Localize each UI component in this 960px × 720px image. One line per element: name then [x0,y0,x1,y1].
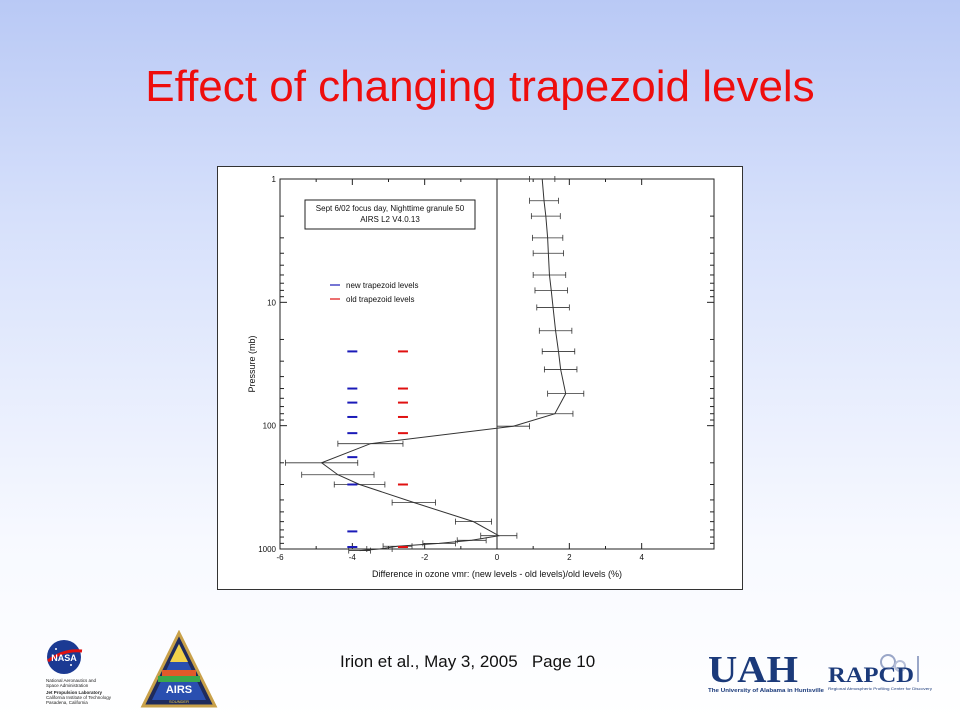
nasa-text-1: National Aeronautics and [46,678,97,683]
y-axis-label: Pressure (mb) [247,335,257,392]
x-tick-label: -4 [349,553,357,562]
x-tick-label: 4 [639,553,644,562]
y-tick-label: 1 [272,175,277,184]
ozone-difference-chart: -6 -4 -2 0 2 4 1 10 100 1000 Sept 6/02 focus day,… [247,175,715,579]
uah-logo-text: UAH [708,649,798,691]
legend-label-new: new trapezoid levels [346,281,418,290]
slide-title: Effect of changing trapezoid levels [145,62,815,111]
tick-layer: -6 -4 -2 0 2 4 1 10 100 1000 [258,175,714,562]
uah-logo-subtext: The University of Alabama in Huntsville [708,688,824,694]
x-tick-label: 0 [495,553,500,562]
annotation-frame [304,199,476,230]
nasa-text-2: Space Administration [46,683,89,688]
airs-logo-subtext: SOUNDER [169,699,189,704]
legend: new trapezoid levels old trapezoid level… [330,281,418,304]
airs-logo-text: AIRS [166,684,192,696]
footer-citation: Irion et al., May 3, 2005 Page 10 [340,652,596,671]
y-tick-label: 10 [267,298,276,307]
nasa-text-3: Jet Propulsion Laboratory [46,690,103,695]
nasa-text-4: California Institute of Technology [46,695,112,700]
nasa-meatball-icon: NASA National Aeronautics and Space Admi… [46,640,112,705]
nasa-jpl-logo: NASA National Aeronautics and Space Admi… [44,637,124,707]
annotation-line-1: Sept 6/02 focus day, Nighttime granule 5… [316,204,465,213]
airs-triangle-icon: AIRS SOUNDER [140,629,218,708]
legend-label-old: old trapezoid levels [346,295,414,304]
chart-panel: -6 -4 -2 0 2 4 1 10 100 1000 Sept 6/02 focus day,… [217,166,743,590]
profile-line [320,178,567,552]
annotation-box: Sept 6/02 focus day, Nighttime granule 5… [304,199,476,230]
y-tick-label: 1000 [258,545,276,554]
x-tick-label: -6 [276,553,284,562]
rapcd-logo: RAPCD Regional Atmospheric Profiling Cen… [826,652,936,694]
rapcd-logo-text: RAPCD [828,662,914,687]
y-tick-label: 100 [263,422,277,431]
uah-logo: UAH The University of Alabama in Huntsvi… [706,648,826,696]
data-layer [285,176,585,554]
rapcd-logo-icon: RAPCD Regional Atmospheric Profiling Cen… [828,654,932,691]
rapcd-logo-subtext: Regional Atmospheric Profiling Center fo… [828,686,932,691]
x-tick-label: 2 [567,553,572,562]
x-axis-label: Difference in ozone vmr: (new levels - o… [372,569,622,579]
annotation-line-2: AIRS L2 V4.0.13 [360,215,420,224]
svg-text:NASA: NASA [51,653,77,663]
x-tick-label: -2 [421,553,429,562]
airs-logo: AIRS SOUNDER [140,629,218,710]
nasa-text-5: Pasadena, California [46,700,88,705]
uah-logo-icon: UAH The University of Alabama in Huntsvi… [708,649,824,694]
